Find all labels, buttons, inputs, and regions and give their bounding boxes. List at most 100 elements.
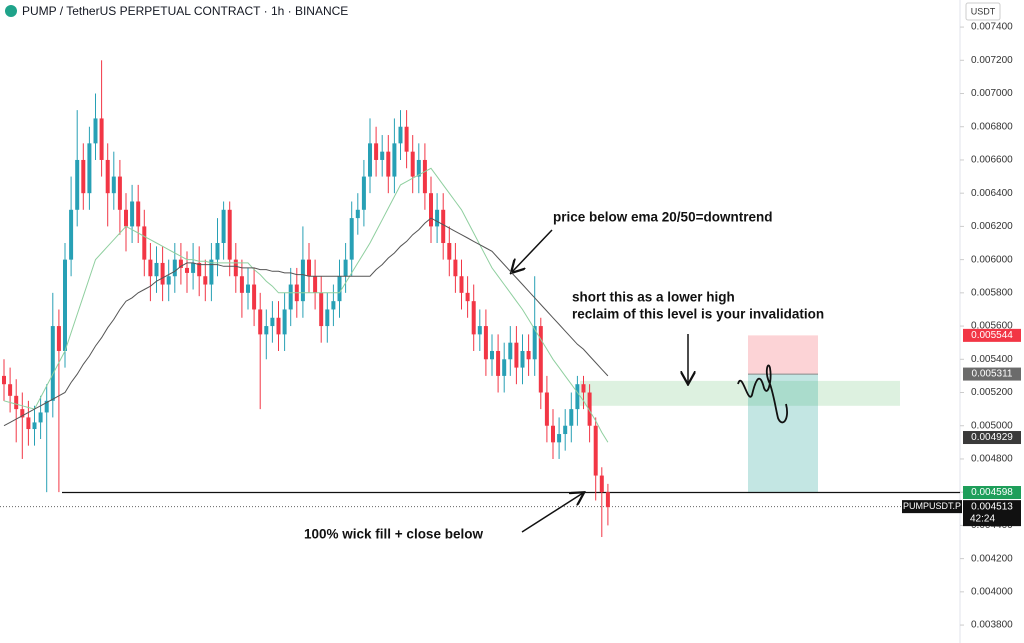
currency[interactable]: USDT [971, 6, 996, 16]
candle-body [166, 276, 171, 285]
price-tag [963, 486, 1021, 500]
candle-body [605, 492, 610, 508]
candle-body [288, 284, 293, 310]
y-tick-label: 0.004800 [971, 454, 1013, 465]
price-tag [963, 367, 1021, 381]
candle-body [416, 159, 421, 177]
candle-body [587, 392, 592, 426]
candle-body [368, 143, 372, 177]
candle-body [26, 417, 31, 430]
candle-body [63, 259, 67, 351]
price-tag-label: 0.005544 [971, 330, 1013, 341]
candle-body [343, 259, 348, 277]
symbol-tag [902, 500, 962, 514]
candle-body [453, 259, 458, 277]
candle-body [465, 292, 470, 302]
symbol-icon [5, 5, 17, 17]
price-tag-label: 0.004513 [971, 501, 1013, 512]
y-tick-label: 0.007400 [971, 22, 1013, 33]
y-tick-label: 0.007200 [971, 55, 1013, 66]
candle-body [331, 301, 336, 310]
y-tick-label: 0.005200 [971, 387, 1013, 398]
candle-body [398, 126, 403, 144]
candle-body [349, 218, 354, 260]
candle-body [361, 176, 366, 210]
candle-body [191, 262, 196, 273]
candle-body [307, 259, 311, 277]
candle-body [105, 159, 110, 194]
symbol-label: PUMPUSDT.P [903, 501, 961, 511]
y-tick-label: 0.006000 [971, 254, 1013, 265]
ema-line [3, 217, 609, 427]
candle-body [111, 176, 116, 194]
candle-body [209, 259, 214, 285]
candle-body [447, 243, 452, 260]
candle-body [264, 326, 269, 335]
candle-body [337, 276, 342, 302]
zone [580, 380, 900, 406]
y-tick-label: 0.004000 [971, 586, 1013, 597]
candle-body [526, 350, 531, 360]
y-tick-label: 0.006800 [971, 121, 1013, 132]
y-tick-label: 0.005600 [971, 321, 1013, 332]
y-tick-label: 0.005800 [971, 287, 1013, 298]
price-tag [963, 500, 1021, 527]
currency-box[interactable] [965, 2, 1001, 21]
candle-body [239, 276, 244, 293]
candle-body [56, 326, 61, 351]
candle-body [599, 475, 604, 493]
candle-body [459, 276, 464, 293]
candle-body [20, 409, 25, 418]
annotation: price below ema 20/50=downtrend [553, 210, 772, 225]
y-tick-label: 0.006200 [971, 221, 1013, 232]
candle-body [258, 309, 263, 335]
candle-body [319, 292, 324, 327]
candle-body [203, 276, 208, 285]
candle-body [374, 143, 379, 160]
candle-body [270, 317, 275, 327]
candle-body [197, 262, 202, 277]
annotation: short this as a lower high [572, 290, 735, 305]
candle-body [8, 384, 13, 396]
candle-body [380, 151, 385, 160]
candle-body [246, 284, 250, 293]
candle-body [2, 375, 6, 385]
price-tag-label: 0.004598 [971, 487, 1013, 498]
candle-body [75, 159, 80, 210]
countdown: 42:24 [970, 513, 995, 524]
candle-body [392, 143, 397, 177]
candle-body [355, 209, 360, 219]
candle-body [477, 326, 482, 335]
candle-body [178, 259, 183, 268]
y-tick-label: 0.005400 [971, 354, 1013, 365]
candle-body [429, 193, 433, 227]
price-tag [963, 328, 1021, 342]
candle-body [435, 209, 440, 227]
candle-body [93, 118, 98, 144]
candle-body [563, 425, 568, 435]
annotation: 100% wick fill + close below [304, 527, 483, 542]
chart-title: PUMP / TetherUS PERPETUAL CONTRACT · 1h … [22, 4, 348, 18]
candle-body [313, 276, 318, 293]
ema-line [3, 167, 609, 443]
candle-body [471, 301, 476, 335]
y-tick-label: 0.006600 [971, 155, 1013, 166]
candle-body [557, 434, 562, 443]
candle-body [404, 126, 409, 152]
candle-body [569, 409, 574, 426]
candle-body [154, 262, 159, 277]
candle-body [410, 151, 415, 177]
arrow [521, 493, 583, 533]
candle-body [276, 317, 281, 335]
candle-body [160, 262, 165, 285]
candle-body [386, 151, 391, 177]
scribble [737, 364, 788, 424]
candle-body [422, 159, 427, 194]
candle-body [38, 412, 43, 423]
candle-body [44, 400, 49, 413]
candle-body [581, 384, 586, 393]
candle-body [172, 259, 177, 277]
candle-body [227, 209, 232, 260]
candle-body [575, 384, 580, 410]
stop-area [748, 335, 818, 375]
